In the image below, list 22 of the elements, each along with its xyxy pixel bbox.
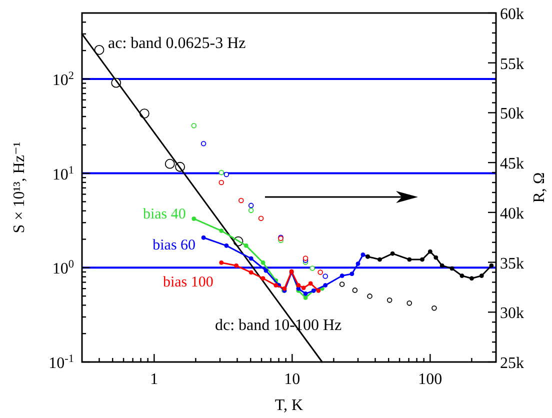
y2-tick-label: 50k [500, 106, 524, 123]
x-tick-label: 100 [418, 371, 442, 388]
y-tick-label: 10$^{2}$ [52, 70, 74, 89]
y-tick-label: 10$^{-1}$ [48, 353, 74, 372]
y-tick-label: 10$^{0}$ [52, 258, 74, 278]
annotation: ac: band 0.0625-3 Hz [108, 35, 246, 52]
y2-tick-label: 25k [500, 355, 524, 372]
y2-tick-label: 60k [500, 6, 524, 23]
y2-tick-label: 45k [500, 156, 524, 173]
x-tick-label: 1 [150, 371, 158, 388]
series-label: bias 40 [142, 206, 186, 223]
y2-tick-label: 55k [500, 56, 524, 73]
y-axis-title: S × 10¹³, Hz⁻¹ [11, 142, 28, 234]
series-label: bias 60 [152, 238, 196, 254]
x-axis-title: T, K [274, 397, 304, 414]
x-tick-label: 10 [284, 371, 300, 388]
y-tick-label: 10$^{1}$ [52, 164, 74, 184]
y2-tick-label: 30k [500, 305, 524, 322]
y2-tick-label: 40k [500, 205, 524, 222]
y2-axis-title: R, Ω [531, 172, 548, 203]
series-label: bias 100 [162, 274, 214, 291]
y2-tick-label: 35k [500, 255, 524, 272]
